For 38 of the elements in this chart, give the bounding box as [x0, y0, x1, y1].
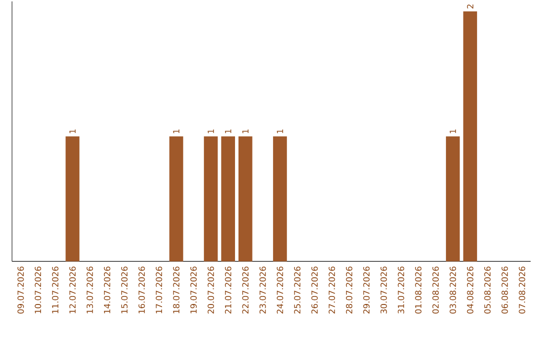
data-label: 1 — [173, 129, 180, 133]
x-tick-label: 06.08.2026 — [502, 266, 508, 314]
x-tick-label: 29.07.2026 — [363, 266, 370, 314]
x-tick-label: 05.08.2026 — [484, 266, 491, 314]
x-tick-label: 22.07.2026 — [242, 266, 249, 314]
x-tick-label: 18.07.2026 — [173, 266, 180, 314]
x-tick-label: 13.07.2026 — [86, 266, 93, 314]
x-tick-label: 07.08.2026 — [518, 266, 526, 314]
data-label: 1 — [208, 129, 214, 133]
data-label: 2 — [467, 4, 474, 8]
x-tick-label: 17.07.2026 — [156, 266, 162, 314]
x-tick-label: 10.07.2026 — [34, 266, 42, 314]
data-label: 1 — [242, 129, 248, 133]
x-tick-label: 02.08.2026 — [432, 266, 439, 314]
x-tick-label: 09.07.2026 — [17, 266, 24, 314]
x-tick-label: 16.07.2026 — [138, 266, 145, 314]
x-tick-label: 31.07.2026 — [398, 266, 404, 314]
x-tick-label: 28.07.2026 — [346, 266, 352, 314]
data-label: 1 — [69, 129, 76, 133]
x-tick-label: 14.07.2026 — [104, 266, 110, 314]
x-tick-label: 04.08.2026 — [466, 266, 474, 314]
x-tick-label: 15.07.2026 — [121, 266, 128, 314]
x-tick-label: 03.08.2026 — [450, 266, 456, 314]
x-tick-label: 25.07.2026 — [294, 266, 300, 314]
x-tick-label: 24.07.2026 — [276, 266, 284, 314]
x-tick-label: 21.07.2026 — [224, 266, 232, 314]
x-tick-label: 12.07.2026 — [69, 266, 76, 314]
x-tick-label: 26.07.2026 — [311, 266, 318, 314]
x-tick-label: 19.07.2026 — [190, 266, 197, 314]
data-label: 1 — [450, 129, 456, 133]
x-tick-label: 23.07.2026 — [260, 266, 266, 314]
x-tick-label: 11.07.2026 — [52, 266, 58, 314]
data-label: 1 — [276, 129, 284, 133]
data-label: 1 — [225, 129, 232, 133]
x-tick-label: 01.08.2026 — [415, 266, 422, 314]
x-tick-label: 27.07.2026 — [328, 266, 336, 314]
x-tick-label: 20.07.2026 — [208, 266, 214, 314]
x-tick-label: 30.07.2026 — [380, 266, 387, 314]
